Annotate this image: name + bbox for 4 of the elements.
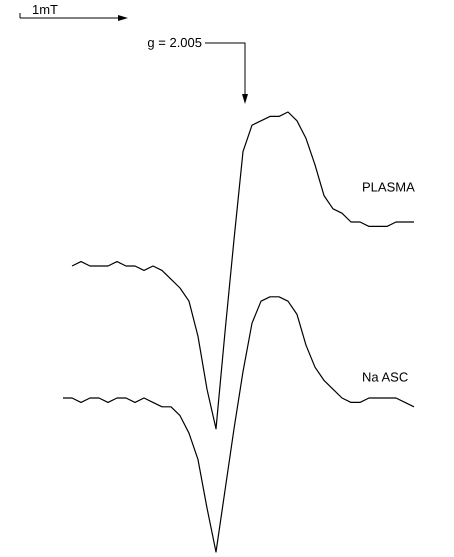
- text: PLASMA: [362, 180, 416, 194]
- series-label: Na ASC: [362, 369, 408, 384]
- text: 1mT: [32, 2, 58, 17]
- text: g = 2.005: [147, 35, 202, 50]
